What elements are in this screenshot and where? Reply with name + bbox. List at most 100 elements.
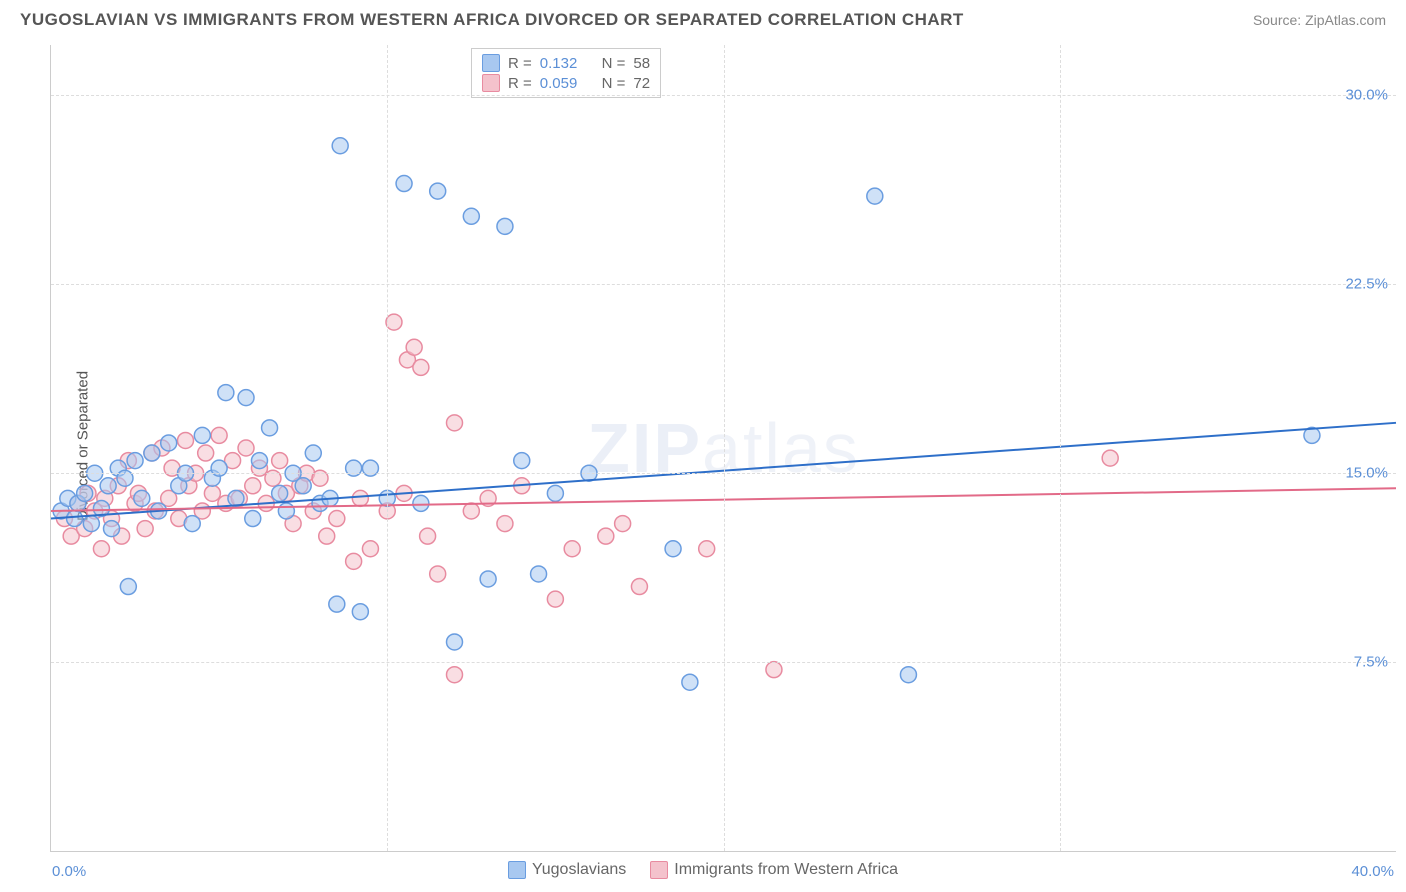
scatter-point [251, 453, 267, 469]
legend-swatch [508, 861, 526, 879]
scatter-point [104, 521, 120, 537]
scatter-point [329, 596, 345, 612]
legend-swatch [482, 54, 500, 72]
scatter-point [211, 427, 227, 443]
scatter-point [413, 359, 429, 375]
scatter-point [238, 440, 254, 456]
scatter-point [386, 314, 402, 330]
scatter-point [67, 511, 83, 527]
scatter-point [352, 604, 368, 620]
scatter-point [93, 541, 109, 557]
r-label: R = [508, 75, 532, 92]
scatter-point [100, 478, 116, 494]
scatter-point [447, 634, 463, 650]
scatter-point [766, 662, 782, 678]
scatter-point [120, 579, 136, 595]
scatter-point [497, 516, 513, 532]
scatter-point [631, 579, 647, 595]
scatter-point [547, 591, 563, 607]
scatter-point [77, 485, 93, 501]
legend-swatch [650, 861, 668, 879]
legend-label: Yugoslavians [532, 861, 626, 879]
n-value: 72 [633, 75, 650, 92]
y-tick: 7.5% [1354, 654, 1388, 671]
scatter-point [83, 516, 99, 532]
r-value: 0.059 [540, 75, 578, 92]
scatter-point [430, 183, 446, 199]
scatter-point [272, 485, 288, 501]
scatter-point [194, 427, 210, 443]
scatter-point [406, 339, 422, 355]
y-tick: 15.0% [1345, 465, 1388, 482]
gridline-v [1060, 45, 1061, 851]
scatter-point [547, 485, 563, 501]
scatter-point [598, 528, 614, 544]
x-tick-min: 0.0% [52, 863, 86, 880]
scatter-point [1102, 450, 1118, 466]
bottom-legend: Yugoslavians Immigrants from Western Afri… [0, 861, 1406, 884]
scatter-point [352, 490, 368, 506]
scatter-point [161, 435, 177, 451]
legend-swatch [482, 74, 500, 92]
scatter-point [900, 667, 916, 683]
scatter-point [218, 385, 234, 401]
n-value: 58 [633, 55, 650, 72]
scatter-point [346, 553, 362, 569]
r-label: R = [508, 55, 532, 72]
gridline-v [387, 45, 388, 851]
scatter-point [615, 516, 631, 532]
scatter-point [245, 478, 261, 494]
scatter-point [329, 511, 345, 527]
scatter-point [447, 415, 463, 431]
scatter-point [245, 511, 261, 527]
scatter-point [420, 528, 436, 544]
scatter-point [332, 138, 348, 154]
scatter-point [867, 188, 883, 204]
scatter-point [564, 541, 580, 557]
scatter-point [137, 521, 153, 537]
x-tick-max: 40.0% [1351, 863, 1394, 880]
scatter-point [278, 503, 294, 519]
scatter-point [396, 176, 412, 192]
stats-row: R = 0.059 N = 72 [482, 73, 650, 93]
scatter-point [430, 566, 446, 582]
scatter-point [665, 541, 681, 557]
scatter-point [447, 667, 463, 683]
scatter-point [134, 490, 150, 506]
y-tick: 22.5% [1345, 276, 1388, 293]
scatter-chart: ZIPatlas R = 0.132 N = 58 R = 0.059 N = … [50, 45, 1396, 852]
scatter-point [319, 528, 335, 544]
scatter-point [144, 445, 160, 461]
gridline-v [724, 45, 725, 851]
scatter-point [531, 566, 547, 582]
scatter-point [305, 445, 321, 461]
scatter-point [272, 453, 288, 469]
legend-label: Immigrants from Western Africa [674, 861, 898, 879]
scatter-point [184, 516, 200, 532]
n-label: N = [602, 75, 626, 92]
scatter-point [198, 445, 214, 461]
scatter-point [699, 541, 715, 557]
scatter-point [463, 208, 479, 224]
scatter-point [497, 218, 513, 234]
r-value: 0.132 [540, 55, 578, 72]
scatter-point [204, 485, 220, 501]
scatter-point [178, 432, 194, 448]
scatter-point [682, 674, 698, 690]
chart-title: YUGOSLAVIAN VS IMMIGRANTS FROM WESTERN A… [20, 10, 964, 30]
scatter-point [514, 453, 530, 469]
scatter-point [463, 503, 479, 519]
y-tick: 30.0% [1345, 87, 1388, 104]
scatter-point [413, 495, 429, 511]
scatter-point [127, 453, 143, 469]
source-label: Source: ZipAtlas.com [1253, 12, 1386, 28]
legend-item: Immigrants from Western Africa [650, 861, 898, 879]
scatter-point [295, 478, 311, 494]
stats-legend: R = 0.132 N = 58 R = 0.059 N = 72 [471, 48, 661, 98]
scatter-point [238, 390, 254, 406]
stats-row: R = 0.132 N = 58 [482, 53, 650, 73]
n-label: N = [602, 55, 626, 72]
legend-item: Yugoslavians [508, 861, 626, 879]
scatter-point [262, 420, 278, 436]
scatter-point [480, 571, 496, 587]
